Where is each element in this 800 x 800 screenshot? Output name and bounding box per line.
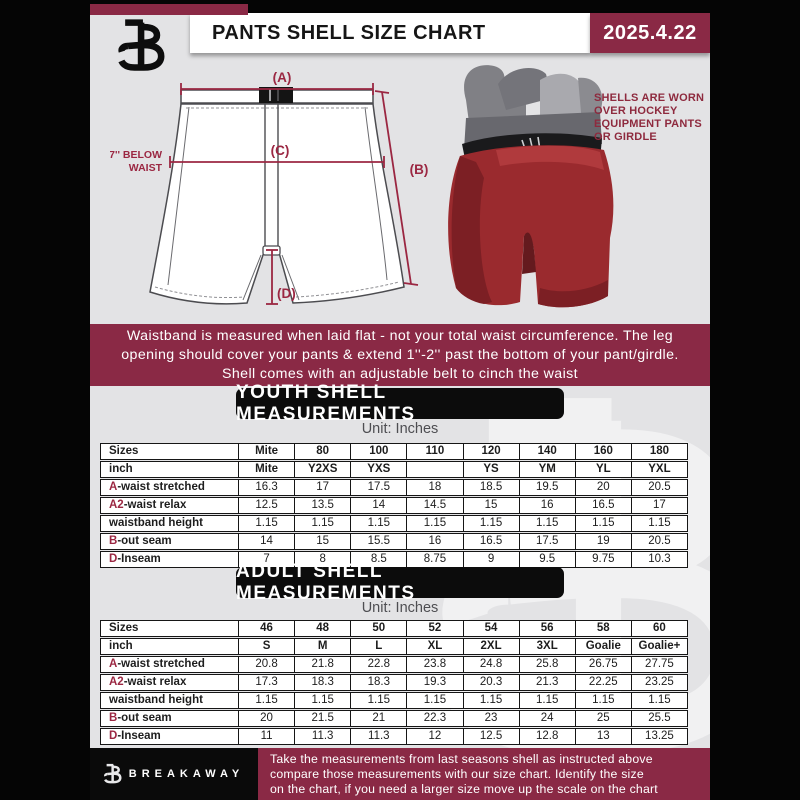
- table-row: D -Inseam 11 11.3 11.3 12 12.5 12.8 13 13.25: [100, 728, 688, 745]
- below-waist-note: 7'' BELOW WAIST: [110, 149, 163, 174]
- table-row: waistband height 1.15 1.15 1.15 1.15 1.15 1.15…: [100, 692, 688, 709]
- table-row: A2 -waist relax 12.5 13.5 14 14.5 15 16 16.5 17: [100, 497, 688, 514]
- adult-section-title: ADULT SHELL MEASUREMENTS: [236, 561, 564, 604]
- table-row: A2 -waist relax 17.3 18.3 18.3 19.3 20.3 21.3 22…: [100, 674, 688, 691]
- youth-unit-label: Unit: Inches: [361, 421, 439, 437]
- brand-name: BREAKAWAY: [128, 768, 245, 780]
- svg-text:WAIST: WAIST: [129, 162, 163, 174]
- svg-text:7'' BELOW: 7'' BELOW: [110, 149, 162, 161]
- table-row: inch S M L XL 2XL 3XL Goalie Goalie+: [100, 638, 688, 655]
- header-accent-tab: [90, 4, 248, 15]
- adult-size-table: Sizes 46 48 50 52 54 56 58 60 inch S M L XL 2XL 3XL Goal…: [100, 620, 688, 746]
- table-row: Sizes Mite 80 100 110 120 140 160 180: [100, 443, 688, 460]
- table-row: inch Mite Y2XS YXS YS YM YL YXL: [100, 461, 688, 478]
- footer-instructions: Take the measurements from last seasons …: [258, 748, 710, 800]
- content-area: PANTS SHELL SIZE CHART 2025.4.22: [90, 0, 710, 800]
- page-title: PANTS SHELL SIZE CHART: [190, 13, 590, 53]
- shell-photo: [448, 65, 614, 308]
- youth-section-title: YOUTH SHELL MEASUREMENTS: [236, 382, 564, 425]
- measure-d-label: (D): [277, 286, 296, 301]
- brand-logo-icon: [118, 19, 165, 71]
- measure-b-label: (B): [410, 162, 429, 177]
- belt-buckle: [259, 87, 293, 103]
- measurement-info-banner: Waistband is measured when laid flat - n…: [90, 324, 710, 386]
- adult-unit-label: Unit: Inches: [361, 600, 439, 616]
- table-row: A -waist stretched 20.8 21.8 22.8 23.8 24.8 25.…: [100, 656, 688, 673]
- brand-logo-small-icon: [103, 763, 122, 784]
- measure-a-label: (A): [273, 70, 292, 85]
- table-row: Sizes 46 48 50 52 54 56 58 60: [100, 620, 688, 637]
- footer-brand-block: BREAKAWAY: [90, 748, 258, 800]
- table-row: waistband height 1.15 1.15 1.15 1.15 1.15 1.15…: [100, 515, 688, 532]
- shell-usage-note: SHELLS ARE WORN OVER HOCKEY EQUIPMENT PANT…: [594, 92, 705, 143]
- date-badge: 2025.4.22: [590, 13, 710, 53]
- shorts-measurement-diagram: (A) (B) (C) (D) 7'' BELOW WAIST: [110, 70, 429, 305]
- table-row: B -out seam 14 15 15.5 16 16.5 17.5 19 20.5: [100, 533, 688, 550]
- table-row: A -waist stretched 16.3 17 17.5 18 18.5 19.5 20 2…: [100, 479, 688, 496]
- measure-c-label: (C): [271, 143, 290, 158]
- youth-size-table: Sizes Mite 80 100 110 120 140 160 180 inch Mite Y2X…: [100, 443, 688, 569]
- table-row: B -out seam 20 21.5 21 22.3 23 24 25 25.5: [100, 710, 688, 727]
